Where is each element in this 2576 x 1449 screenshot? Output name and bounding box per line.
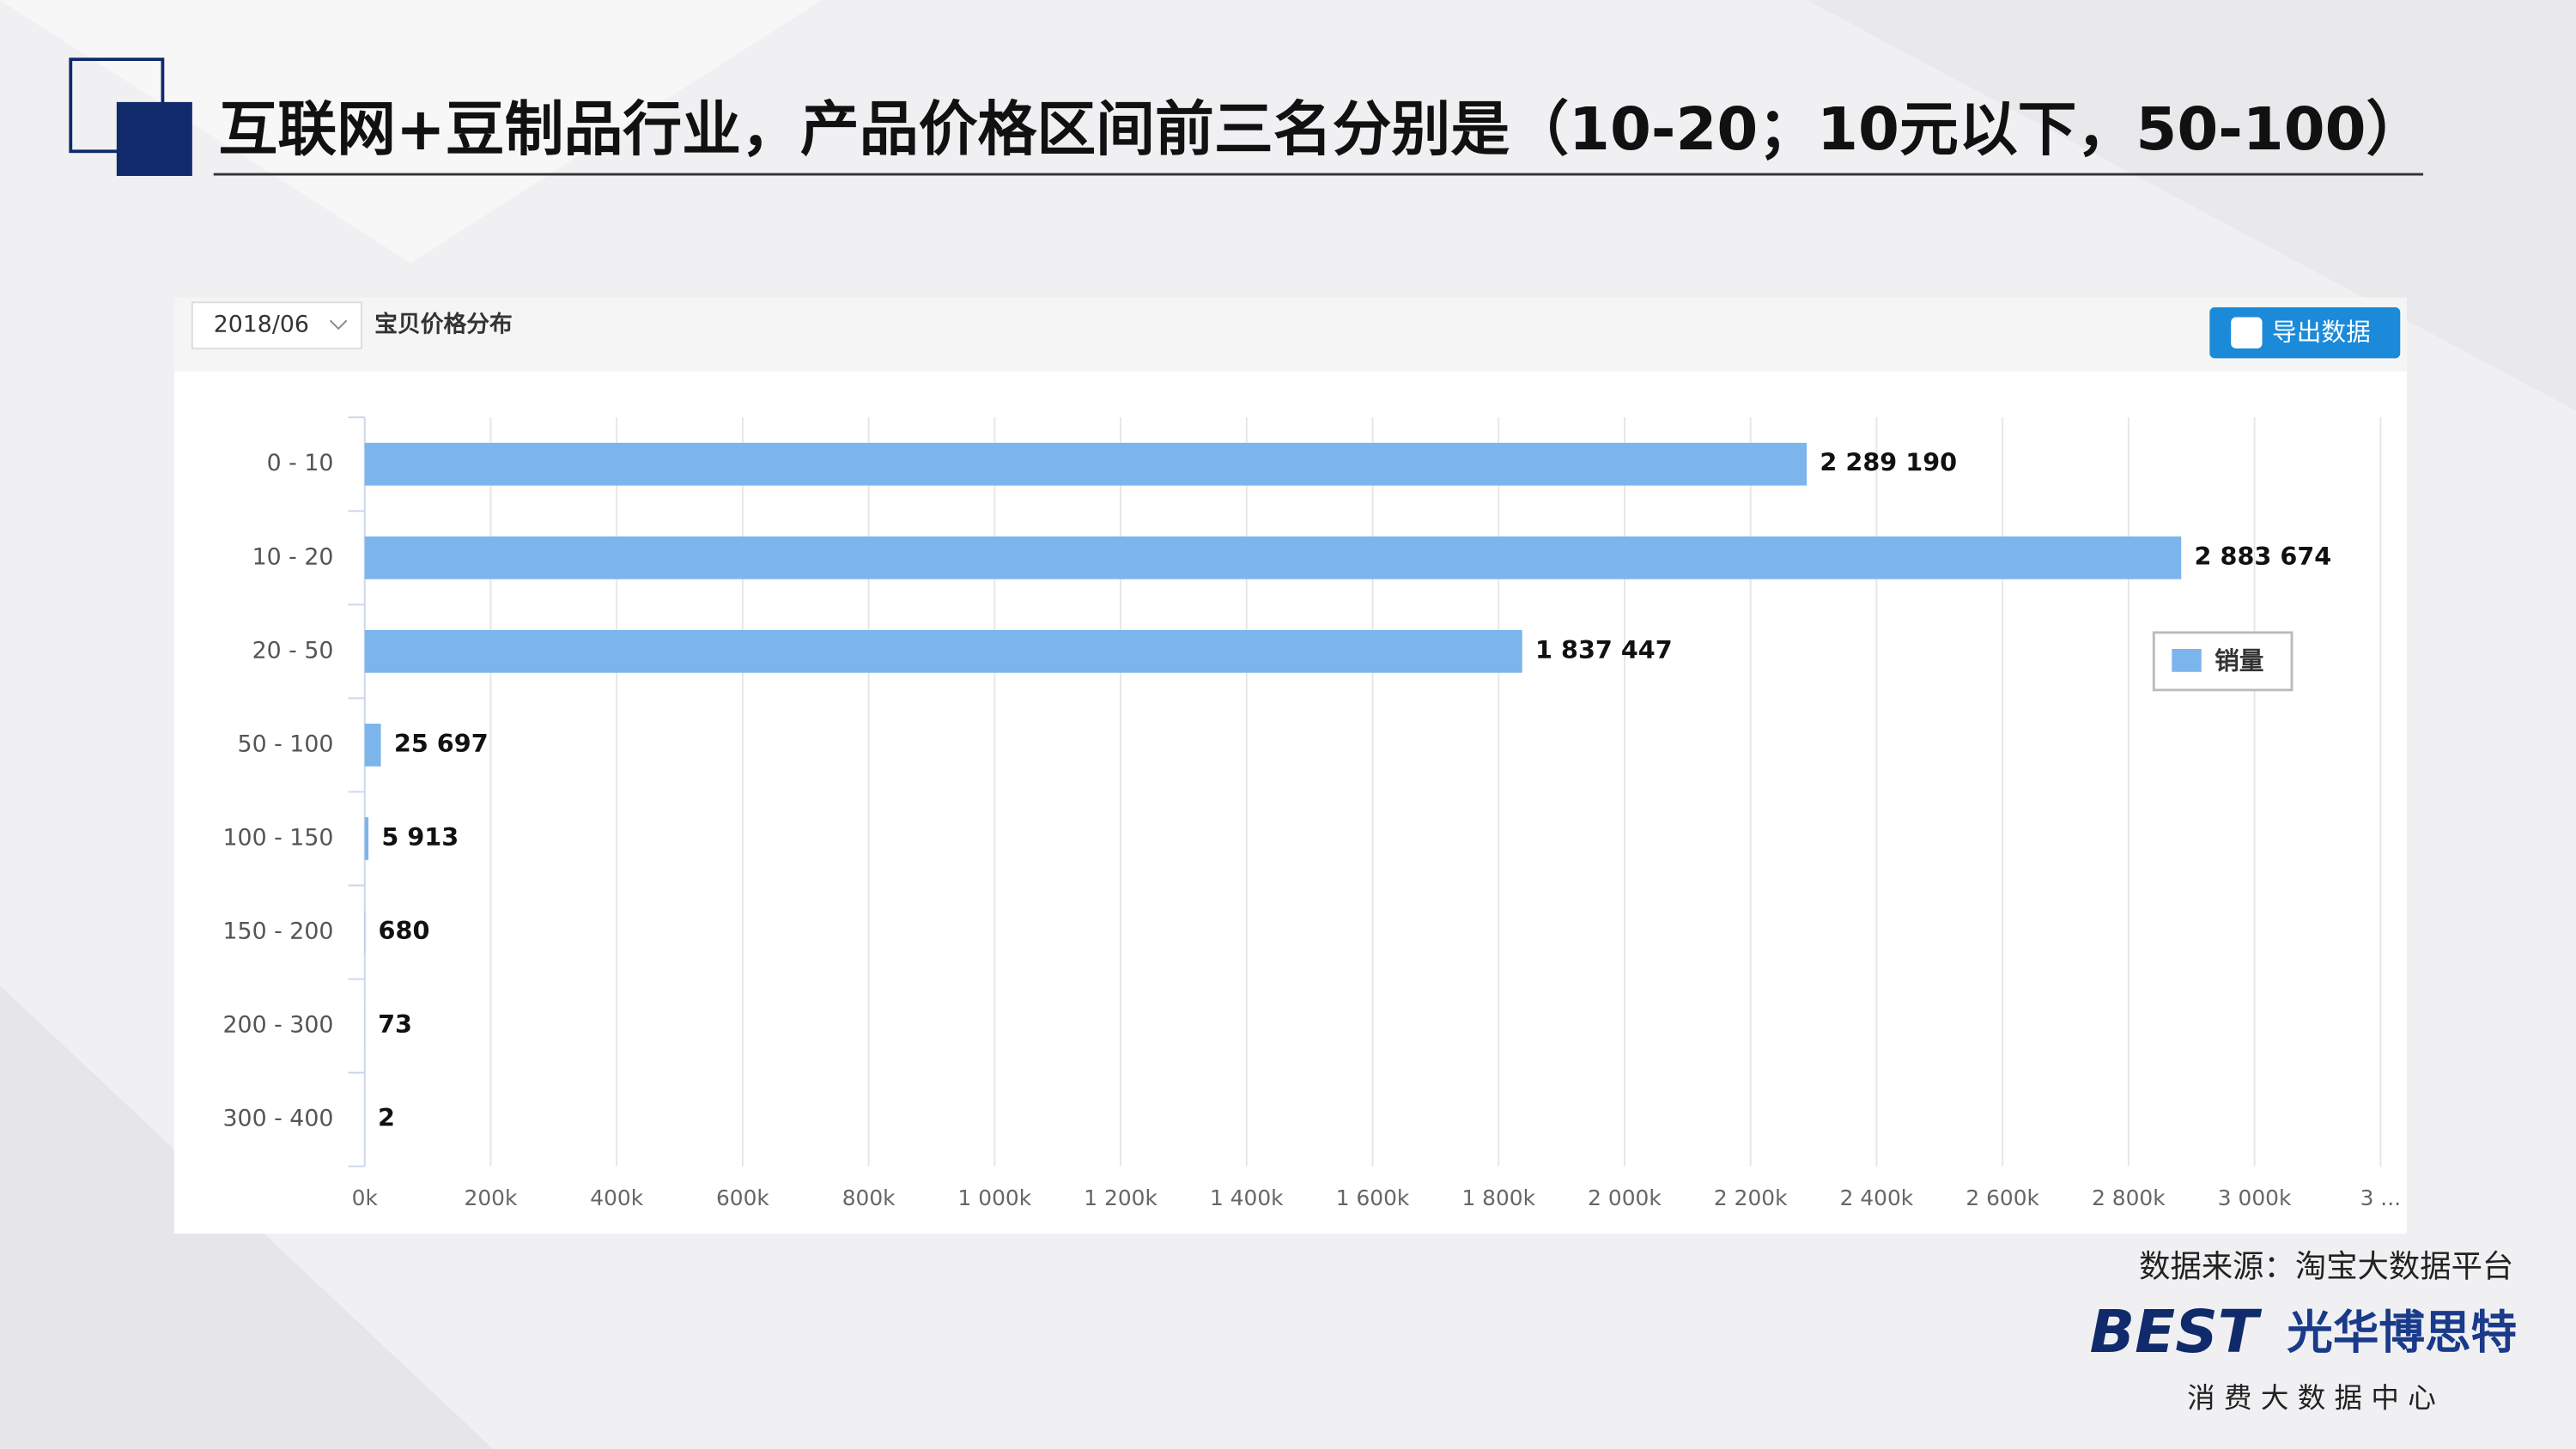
y-tick-label: 150 - 200 (223, 919, 334, 945)
data-label: 1 837 447 (1535, 635, 1673, 664)
x-tick-label: 3 000k (2218, 1185, 2292, 1210)
bar (364, 629, 1522, 673)
panel (173, 297, 2407, 1234)
data-label: 73 (378, 1009, 412, 1039)
logo-name: 光华博思特 (2287, 1305, 2517, 1359)
legend-label: 销量 (2215, 646, 2263, 675)
x-tick-label: 1 000k (958, 1185, 1032, 1210)
source: 数据来源：淘宝大数据平台 (2139, 1247, 2513, 1284)
x-tick-label: 1 600k (1336, 1185, 1410, 1210)
x-tick-label: 2 600k (1965, 1185, 2039, 1210)
x-tick-label: 1 400k (1210, 1185, 1284, 1210)
x-tick-label: 3 ... (2360, 1185, 2401, 1210)
x-tick-label: 2 000k (1588, 1185, 1662, 1210)
data-label: 2 289 190 (1820, 448, 1957, 477)
data-label: 2 (378, 1103, 395, 1132)
title: 互联网+豆制品行业，产品价格区间前三名分别是（10-20；10元以下，50-10… (218, 95, 2425, 164)
period: 2018/06 (214, 312, 309, 338)
x-tick-label: 400k (590, 1185, 643, 1210)
y-tick-label: 100 - 150 (223, 824, 334, 851)
export-label: 导出数据 (2272, 318, 2371, 347)
x-tick-label: 600k (716, 1185, 769, 1210)
bg-shape (0, 0, 822, 264)
toolbar (173, 297, 2407, 372)
bar (364, 536, 2182, 579)
y-tick-label: 0 - 10 (267, 450, 334, 476)
title-deco (116, 101, 192, 176)
y-tick-label: 200 - 300 (223, 1012, 334, 1039)
dropdown-arrow (329, 319, 348, 330)
period-select[interactable] (191, 301, 362, 349)
x-tick-label: 200k (465, 1185, 518, 1210)
data-label: 2 883 674 (2195, 542, 2332, 571)
export-icon (2231, 317, 2263, 349)
bar (364, 817, 369, 860)
y-tick-label: 300 - 400 (223, 1106, 334, 1132)
bar (364, 442, 1807, 486)
y-tick-label: 20 - 50 (252, 637, 334, 664)
legend-swatch (2172, 648, 2202, 672)
y-tick-label: 10 - 20 (252, 543, 334, 570)
y-tick-label: 50 - 100 (238, 731, 334, 757)
x-tick-label: 1 200k (1084, 1185, 1157, 1210)
logo-sub: 消 费 大 数 据 中 心 (2187, 1381, 2436, 1414)
x-tick-label: 800k (842, 1185, 896, 1210)
x-tick-label: 2 800k (2092, 1185, 2166, 1210)
data-label: 5 913 (381, 822, 459, 852)
bar (364, 724, 381, 767)
x-tick-label: 2 400k (1840, 1185, 1914, 1210)
logo-mark: BEST (2090, 1298, 2263, 1367)
toolbar-label: 宝贝价格分布 (374, 311, 513, 338)
x-tick-label: 2 200k (1714, 1185, 1788, 1210)
x-tick-label: 1 800k (1461, 1185, 1535, 1210)
x-tick-label: 0k (352, 1185, 379, 1210)
data-label: 680 (379, 916, 430, 945)
data-label: 25 697 (394, 729, 489, 758)
